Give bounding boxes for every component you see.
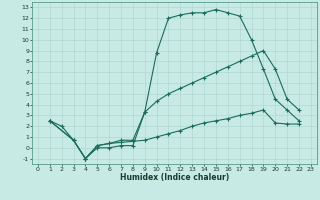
X-axis label: Humidex (Indice chaleur): Humidex (Indice chaleur) [120, 173, 229, 182]
